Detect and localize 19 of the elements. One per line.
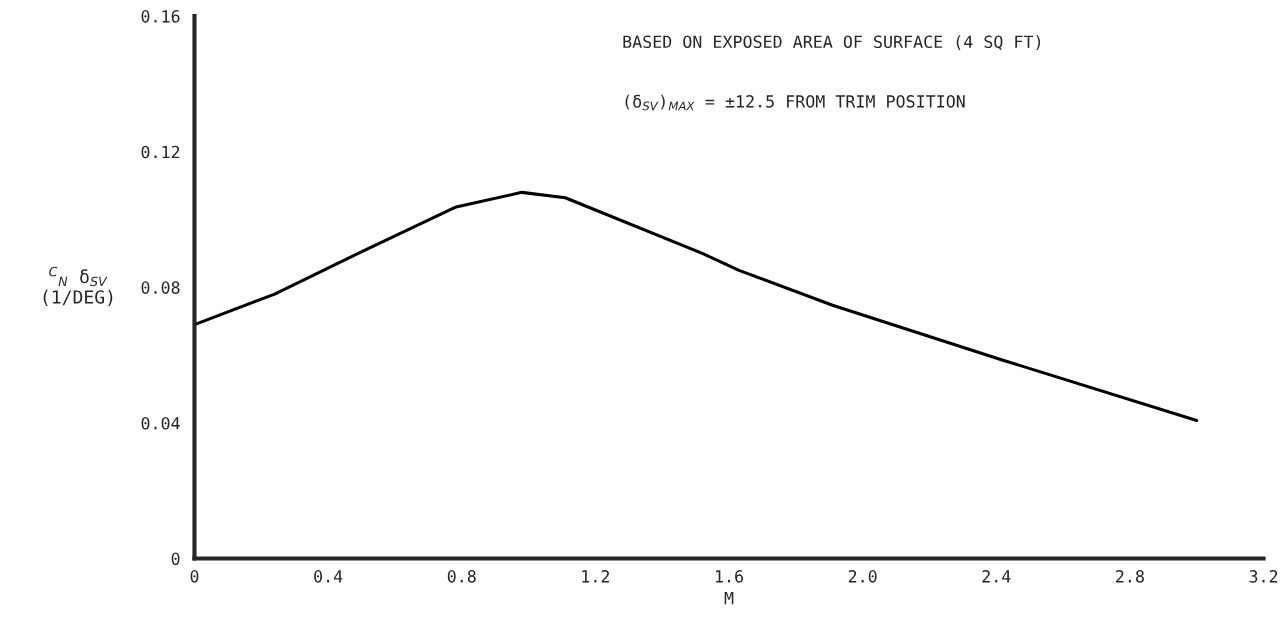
x-tick-label: 2.8: [1116, 570, 1144, 583]
x-tick-label: 0.4: [314, 570, 343, 583]
y-axis-title: $^{C}$$_{N}$ δ$_{SV}$ (1/DEG): [43, 266, 113, 306]
x-tick-label: 1.6: [715, 570, 743, 583]
x-tick-label: 0.8: [447, 570, 476, 583]
x-tick-label: 0: [190, 570, 199, 583]
annotation: (δ$_{SV}$)$_{MAX}$ = ±12.5 FROM TRIM POSITION: [625, 94, 965, 111]
x-tick-label: 2.0: [848, 570, 877, 583]
y-tick-label: 0: [171, 552, 180, 566]
y-tick-label: 0.16: [141, 10, 180, 23]
y-tick-label: 0.08: [141, 281, 180, 294]
x-tick-label: 1.2: [582, 570, 610, 583]
x-tick-label: 3.2: [1249, 570, 1278, 583]
annotation: BASED ON EXPOSED AREA OF SURFACE (4 SQ FT): [623, 35, 1041, 51]
y-tick-label: 0.12: [141, 145, 180, 159]
y-tick-label: 0.04: [141, 416, 180, 430]
x-axis-title: M: [724, 592, 734, 605]
line-series: [194, 190, 1199, 423]
x-tick-label: 2.4: [982, 570, 1011, 583]
